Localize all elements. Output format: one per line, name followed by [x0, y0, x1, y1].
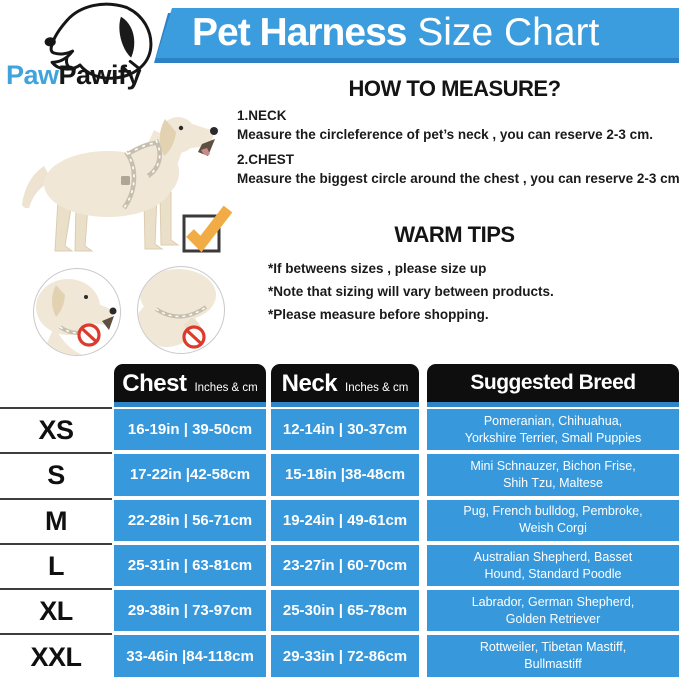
breed-line: Golden Retriever: [505, 611, 601, 626]
breed-line: Pomeranian, Chihuahua,: [483, 413, 623, 428]
size-label: XXL: [0, 633, 112, 678]
inset-head-circle: [33, 268, 121, 356]
no-icon: [182, 325, 206, 349]
column-header-chest: Chest Inches & cm: [114, 364, 266, 407]
dog-photo: [22, 117, 218, 252]
neck-cell: 25-30in | 65-78cm: [271, 590, 419, 632]
size-label: M: [0, 497, 112, 543]
size-label: L: [0, 542, 112, 588]
chest-cell: 16-19in | 39-50cm: [114, 409, 266, 451]
breed-cell: Pomeranian, Chihuahua, Yorkshire Terrier…: [427, 409, 679, 451]
column-subtitle: Inches & cm: [345, 382, 409, 394]
harness-neck-strap: [146, 138, 162, 178]
chest-cell: 17-22in |42-58cm: [114, 454, 266, 496]
breed-line: Australian Shepherd, Basset: [473, 549, 633, 564]
breed-line: Rottweiler, Tibetan Mastiff,: [479, 640, 627, 655]
tip-text: *If betweens sizes , please size up: [268, 261, 487, 276]
column-title: Neck: [281, 370, 338, 397]
inset-back-circle: [137, 266, 225, 354]
breed-line: Weish Corgi: [519, 521, 587, 536]
breed-line: Mini Schnauzer, Bichon Frise,: [470, 459, 636, 474]
how-to-measure-heading: HOW TO MEASURE?: [348, 76, 561, 101]
breed-line: Shih Tzu, Maltese: [503, 475, 603, 490]
step-chest-text: Measure the biggest circle around the ch…: [237, 171, 679, 186]
warm-tips-heading: WARM TIPS: [394, 222, 515, 247]
tip-text: *Note that sizing will vary between prod…: [268, 284, 554, 299]
tip-text: *Please measure before shopping.: [268, 307, 489, 322]
step-neck-label: 1.NECK: [237, 108, 287, 123]
column-title: Suggested Breed: [470, 371, 636, 394]
chest-cell: 22-28in | 56-71cm: [114, 499, 266, 541]
column-title: Chest: [122, 370, 187, 397]
neck-cell: 19-24in | 49-61cm: [271, 499, 419, 541]
harness-chest-strap: [122, 150, 137, 210]
table-corner-spacer: [0, 364, 112, 407]
neck-cell: 12-14in | 30-37cm: [271, 409, 419, 451]
page-title-light: Size Chart: [406, 11, 600, 54]
column-header-neck: Neck Inches & cm: [271, 364, 419, 407]
step-chest-label: 2.CHEST: [237, 152, 295, 167]
breed-line: Bullmastiff: [524, 657, 582, 672]
chest-cell: 25-31in | 63-81cm: [114, 544, 266, 587]
page-title-bold: Pet Harness: [192, 11, 407, 54]
brand-name: PawPawify: [6, 60, 142, 91]
header-banner: Pet Harness Size Chart: [156, 8, 679, 58]
brand-name-pawify: Pawify: [58, 60, 142, 90]
breed-line: Labrador, German Shepherd,: [471, 594, 635, 609]
breed-cell: Australian Shepherd, Basset Hound, Stand…: [427, 544, 679, 587]
step-neck-text: Measure the circleference of pet’s neck …: [237, 127, 653, 142]
size-chart-table: Chest Inches & cm Neck Inches & cm Sugge…: [0, 364, 679, 679]
brand-dog-icon: [44, 2, 153, 80]
breed-line: Yorkshire Terrier, Small Puppies: [464, 430, 642, 445]
breed-cell: Labrador, German Shepherd, Golden Retrie…: [427, 590, 679, 632]
neck-cell: 29-33in | 72-86cm: [271, 635, 419, 677]
size-label: S: [0, 452, 112, 497]
breed-cell: Pug, French bulldog, Pembroke, Weish Cor…: [427, 499, 679, 541]
breed-line: Hound, Standard Poodle: [484, 566, 622, 581]
brand-name-paw: Paw: [6, 60, 59, 90]
breed-line: Pug, French bulldog, Pembroke,: [463, 504, 643, 519]
chest-cell: 29-38in | 73-97cm: [114, 590, 266, 632]
breed-cell: Rottweiler, Tibetan Mastiff, Bullmastiff: [427, 635, 679, 677]
size-label: XL: [0, 588, 112, 633]
neck-cell: 23-27in | 60-70cm: [271, 544, 419, 587]
breed-cell: Mini Schnauzer, Bichon Frise, Shih Tzu, …: [427, 454, 679, 496]
size-label: XS: [0, 407, 112, 452]
neck-cell: 15-18in |38-48cm: [271, 454, 419, 496]
chest-cell: 33-46in |84-118cm: [114, 635, 266, 677]
column-header-breed: Suggested Breed: [427, 364, 679, 407]
no-icon: [77, 323, 101, 347]
check-icon: [182, 205, 233, 253]
page-title: Pet Harness Size Chart: [156, 8, 600, 58]
column-subtitle: Inches & cm: [194, 382, 258, 394]
